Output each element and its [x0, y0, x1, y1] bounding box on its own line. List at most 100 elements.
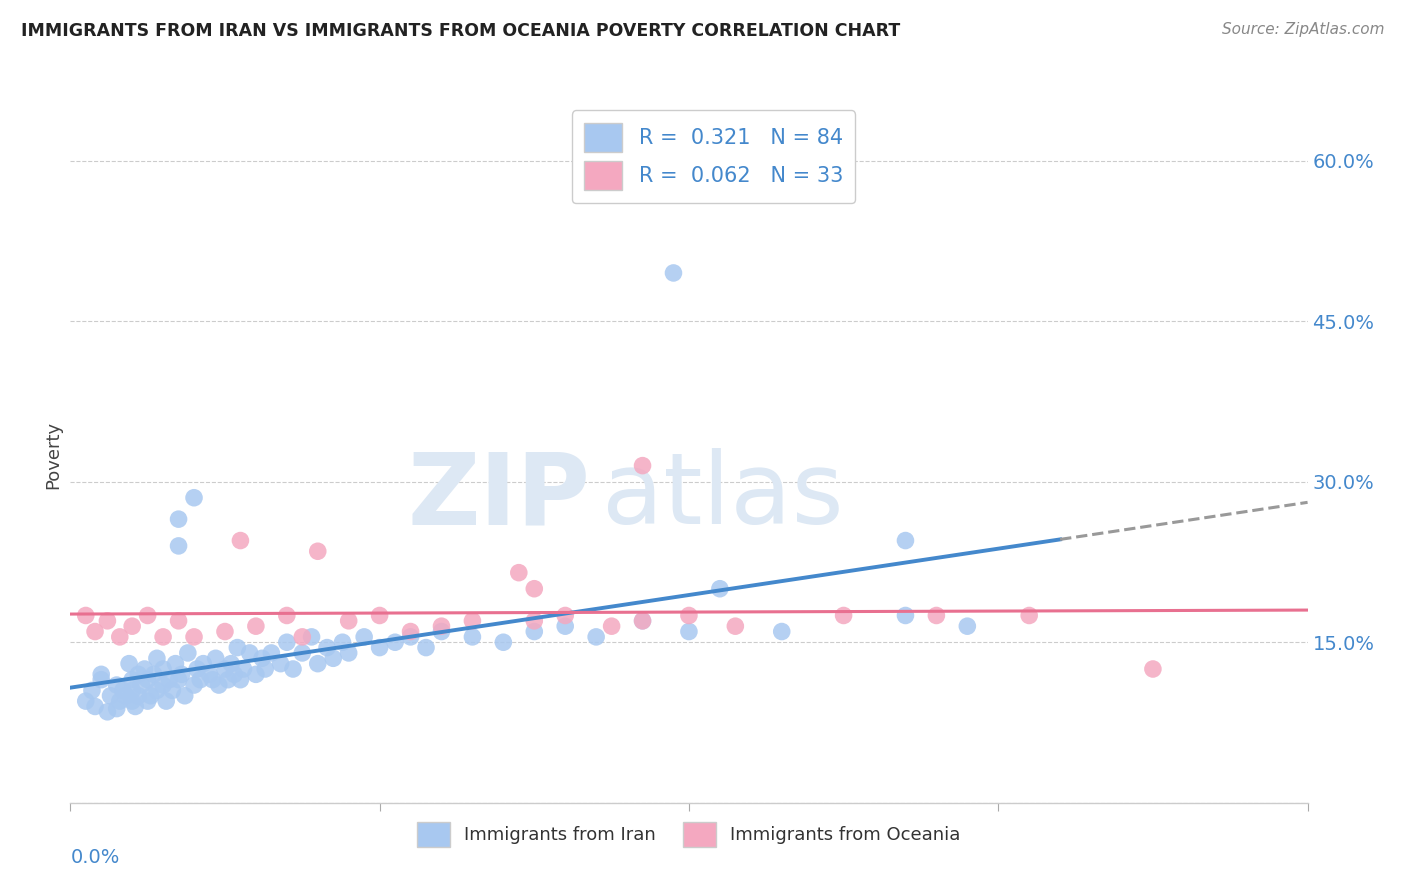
Point — [276, 635, 298, 649]
Point — [1142, 662, 1164, 676]
Point — [152, 630, 174, 644]
Point — [925, 608, 948, 623]
Point — [461, 614, 484, 628]
Point — [770, 624, 793, 639]
Point — [245, 619, 267, 633]
Point — [523, 582, 546, 596]
Point — [368, 608, 391, 623]
Point — [84, 699, 107, 714]
Point — [136, 673, 159, 687]
Point — [139, 689, 162, 703]
Point — [127, 667, 149, 681]
Point — [415, 640, 437, 655]
Point — [492, 635, 515, 649]
Point — [260, 646, 283, 660]
Point — [208, 678, 231, 692]
Point — [183, 491, 205, 505]
Point — [724, 619, 747, 633]
Point — [80, 683, 103, 698]
Point — [678, 624, 700, 639]
Point — [678, 608, 700, 623]
Point — [108, 630, 131, 644]
Point — [165, 657, 187, 671]
Point — [523, 624, 546, 639]
Point — [121, 683, 143, 698]
Point — [108, 694, 131, 708]
Point — [254, 662, 277, 676]
Point — [631, 614, 654, 628]
Point — [121, 694, 143, 708]
Point — [662, 266, 685, 280]
Point — [75, 694, 97, 708]
Point — [162, 683, 184, 698]
Point — [177, 646, 200, 660]
Point — [956, 619, 979, 633]
Legend: Immigrants from Iran, Immigrants from Oceania: Immigrants from Iran, Immigrants from Oc… — [408, 813, 970, 856]
Point — [214, 662, 236, 676]
Point — [146, 683, 169, 698]
Point — [554, 619, 576, 633]
Point — [232, 662, 254, 676]
Point — [183, 630, 205, 644]
Point — [157, 673, 180, 687]
Point — [600, 619, 623, 633]
Point — [332, 635, 354, 649]
Point — [337, 614, 360, 628]
Point — [170, 667, 193, 681]
Text: Source: ZipAtlas.com: Source: ZipAtlas.com — [1222, 22, 1385, 37]
Point — [894, 608, 917, 623]
Point — [631, 458, 654, 473]
Point — [430, 624, 453, 639]
Point — [201, 673, 224, 687]
Point — [399, 624, 422, 639]
Point — [84, 624, 107, 639]
Point — [461, 630, 484, 644]
Point — [204, 651, 226, 665]
Point — [75, 608, 97, 623]
Point — [281, 662, 304, 676]
Point — [631, 614, 654, 628]
Point — [307, 657, 329, 671]
Point — [430, 619, 453, 633]
Point — [152, 678, 174, 692]
Point — [146, 651, 169, 665]
Y-axis label: Poverty: Poverty — [44, 421, 62, 489]
Point — [118, 657, 141, 671]
Point — [124, 699, 146, 714]
Point — [96, 614, 118, 628]
Point — [105, 678, 128, 692]
Point — [229, 533, 252, 548]
Point — [270, 657, 292, 671]
Point — [554, 608, 576, 623]
Point — [193, 657, 215, 671]
Point — [239, 646, 262, 660]
Point — [399, 630, 422, 644]
Point — [167, 512, 190, 526]
Point — [121, 619, 143, 633]
Point — [111, 683, 134, 698]
Point — [90, 673, 112, 687]
Point — [90, 667, 112, 681]
Point — [121, 673, 143, 687]
Point — [709, 582, 731, 596]
Point — [136, 608, 159, 623]
Point — [353, 630, 375, 644]
Point — [96, 705, 118, 719]
Text: atlas: atlas — [602, 448, 844, 545]
Point — [250, 651, 273, 665]
Point — [105, 701, 128, 715]
Point — [127, 689, 149, 703]
Point — [291, 630, 314, 644]
Point — [183, 678, 205, 692]
Point — [585, 630, 607, 644]
Point — [301, 630, 323, 644]
Point — [173, 689, 195, 703]
Point — [276, 608, 298, 623]
Point — [214, 624, 236, 639]
Point — [186, 662, 208, 676]
Point — [142, 667, 165, 681]
Point — [894, 533, 917, 548]
Point — [523, 614, 546, 628]
Point — [136, 694, 159, 708]
Point — [167, 539, 190, 553]
